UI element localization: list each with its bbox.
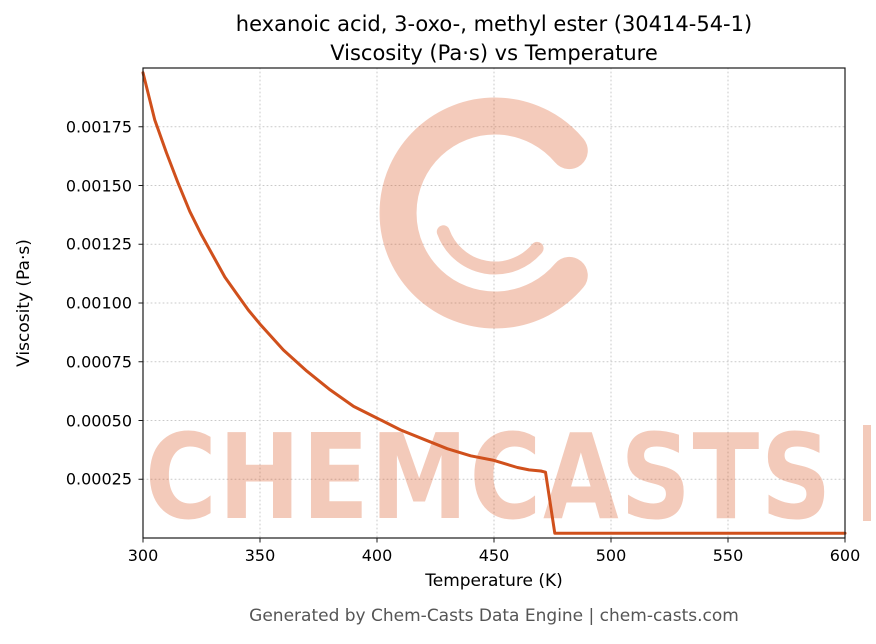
x-tick-label: 350 bbox=[244, 546, 276, 565]
watermark-edge-fragment bbox=[863, 425, 871, 521]
x-tick-label: 500 bbox=[595, 546, 627, 565]
x-tick-label: 600 bbox=[829, 546, 861, 565]
chart-title-line1: hexanoic acid, 3-oxo-, methyl ester (304… bbox=[235, 12, 753, 36]
y-tick-label: 0.00100 bbox=[65, 293, 132, 313]
y-tick-label: 0.00025 bbox=[65, 469, 132, 489]
footer-credit: Generated by Chem-Casts Data Engine | ch… bbox=[249, 606, 739, 626]
y-tick-label: 0.00125 bbox=[65, 234, 132, 254]
plot-area: CHEMCASTS bbox=[138, 67, 871, 546]
x-axis-label: Temperature (K) bbox=[425, 571, 563, 591]
watermark-ring-inner-icon bbox=[436, 225, 544, 275]
axis-ticks bbox=[138, 126, 846, 543]
x-tick-label: 300 bbox=[127, 546, 159, 565]
y-tick-label: 0.00050 bbox=[65, 411, 132, 430]
chart-title-line2: Viscosity (Pa·s) vs Temperature bbox=[330, 41, 658, 65]
y-tick-label: 0.00075 bbox=[65, 352, 132, 372]
y-tick-label: 0.00150 bbox=[65, 176, 132, 195]
x-tick-label: 400 bbox=[361, 546, 393, 565]
x-tick-label: 450 bbox=[478, 546, 510, 565]
watermark-ring-icon bbox=[379, 97, 588, 329]
x-tick-label: 550 bbox=[712, 546, 744, 565]
y-tick-label: 0.00175 bbox=[65, 117, 132, 137]
viscosity-curve bbox=[141, 71, 847, 535]
plot-frame bbox=[142, 67, 846, 539]
watermark: CHEMCASTS bbox=[145, 97, 871, 546]
chart-title: hexanoic acid, 3-oxo-, methyl ester (304… bbox=[143, 10, 845, 68]
watermark-text: CHEMCASTS bbox=[145, 408, 833, 546]
series-layer bbox=[141, 71, 847, 535]
